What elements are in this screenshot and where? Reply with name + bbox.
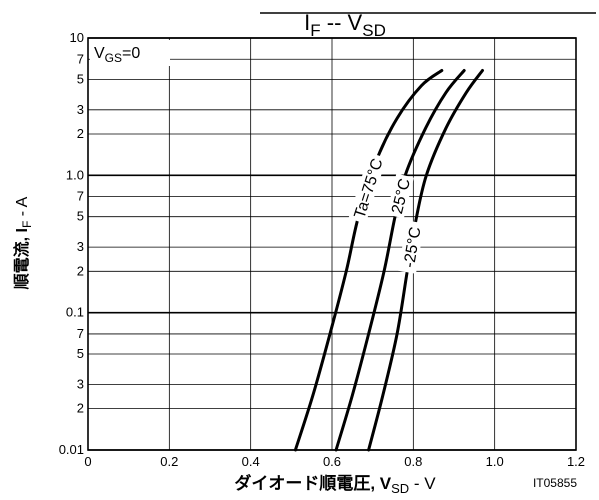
- grid: [87, 12, 596, 451]
- y-tick-label: 5: [77, 346, 84, 361]
- y-tick-label: 0.1: [66, 305, 84, 320]
- series-label-background: [386, 173, 414, 219]
- y-tick-label: 7: [77, 189, 84, 204]
- chart-title: IF -- VSD: [304, 10, 386, 40]
- plot-frame: [87, 37, 577, 451]
- y-tick-label: 2: [77, 401, 84, 416]
- y-tick-label: 5: [77, 71, 84, 86]
- series-label: -25°C: [398, 220, 425, 274]
- y-axis-label: 順電流, IF - A: [12, 196, 34, 290]
- y-tick-label: 5: [77, 209, 84, 224]
- y-tick-label: 10: [70, 30, 84, 45]
- y-tick-label: 1.0: [66, 167, 84, 182]
- y-tick-label: 7: [77, 326, 84, 341]
- figure-id: IT05855: [533, 476, 577, 490]
- y-tick-label: 2: [77, 263, 84, 278]
- y-tick-label: 7: [77, 51, 84, 66]
- x-axis-label: ダイオード順電圧, VSD - V: [234, 473, 436, 496]
- x-tick-label: 1.0: [486, 454, 504, 469]
- x-tick-label: 1.2: [567, 454, 585, 469]
- series-curve: [334, 68, 466, 452]
- x-tick-label: 0.2: [160, 454, 178, 469]
- y-tick-label: 3: [77, 102, 84, 117]
- condition-label-background: [90, 40, 170, 66]
- x-tick-label: 0: [84, 454, 91, 469]
- x-tick-labels: 0 0.2 0.4 0.6 0.8 1.0 1.2: [84, 454, 585, 469]
- series-label-text: -25°C: [401, 226, 425, 269]
- y-tick-labels: 0.01 2 3 5 7 0.1 2 3 5 7 1.0 2 3 5 7 10: [59, 30, 84, 457]
- series-label-background: [348, 152, 387, 224]
- y-tick-label: 0.01: [59, 442, 84, 457]
- series-curve: [293, 68, 444, 452]
- y-tick-label: 3: [77, 376, 84, 391]
- y-tick-label: 2: [77, 126, 84, 141]
- x-tick-label: 0.4: [242, 454, 260, 469]
- x-tick-label: 0.8: [404, 454, 422, 469]
- y-tick-label: 3: [77, 239, 84, 254]
- curves: [293, 68, 484, 452]
- condition-label: VGS=0: [94, 45, 140, 65]
- x-tick-label: 0.6: [323, 454, 341, 469]
- series-label-background: [398, 220, 425, 274]
- series-label-text: Ta=75°C: [351, 157, 386, 221]
- series-label: Ta=75°C: [348, 152, 387, 224]
- series-label: 25°C: [386, 173, 414, 219]
